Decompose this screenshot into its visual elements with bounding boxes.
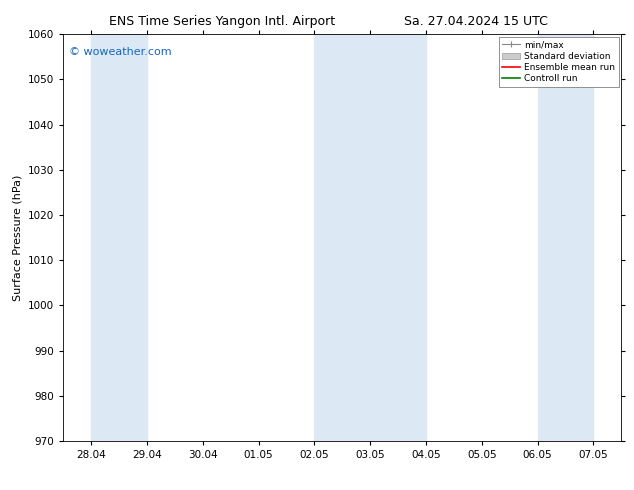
Bar [314,34,370,441]
Bar [91,34,147,441]
Bar [538,34,593,441]
Y-axis label: Surface Pressure (hPa): Surface Pressure (hPa) [13,174,23,301]
Text: © woweather.com: © woweather.com [69,47,172,56]
Legend: min/max, Standard deviation, Ensemble mean run, Controll run: min/max, Standard deviation, Ensemble me… [499,37,619,87]
Text: Sa. 27.04.2024 15 UTC: Sa. 27.04.2024 15 UTC [404,15,547,28]
Bar [370,34,426,441]
Text: ENS Time Series Yangon Intl. Airport: ENS Time Series Yangon Intl. Airport [109,15,335,28]
